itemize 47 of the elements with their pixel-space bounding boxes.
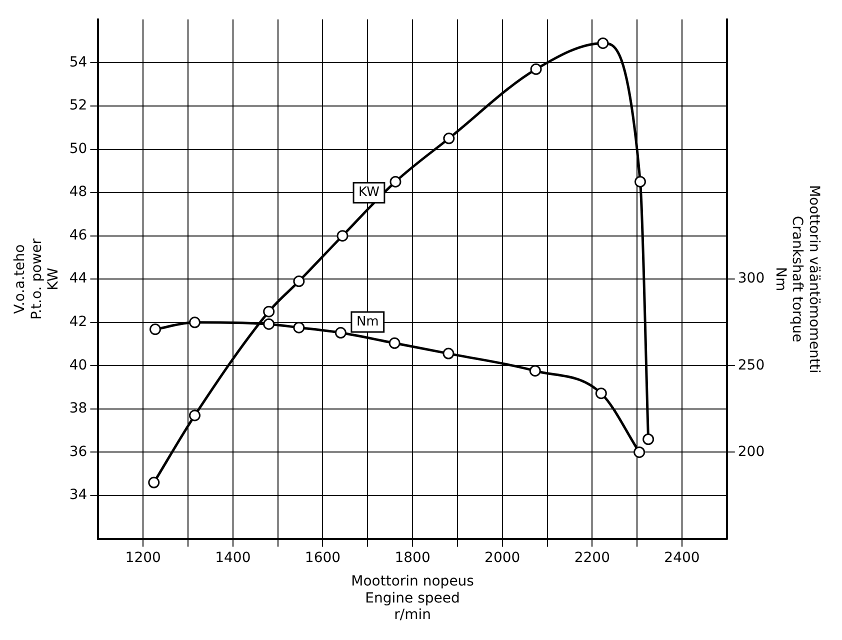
- y-tick-label: 36: [69, 444, 88, 460]
- y-tick-label: 48: [69, 184, 88, 200]
- point: [189, 316, 201, 328]
- y-axis-title: V.o.a.teho P.t.o. power KW: [12, 238, 62, 320]
- point: [149, 324, 161, 336]
- y2-tick-label: 250: [738, 357, 765, 374]
- point: [334, 327, 346, 339]
- x-tick-label: 2200: [574, 550, 610, 566]
- y-tick-label: 54: [69, 54, 88, 70]
- series-label: KW: [358, 185, 380, 200]
- y-tick-label: 42: [69, 314, 88, 330]
- point: [529, 365, 541, 377]
- y-tick-label: 38: [69, 400, 88, 417]
- point: [148, 476, 160, 488]
- y-tick-label: 50: [69, 140, 88, 157]
- point: [390, 176, 402, 188]
- point: [634, 176, 646, 188]
- x-tick-label: 1600: [304, 550, 341, 566]
- y-tick-label: 44: [69, 270, 88, 287]
- y2-axis-title: Moottorin vääntömomentti Crankshaft torque Nm: [772, 184, 822, 374]
- y-tick-label: 34: [69, 487, 88, 504]
- point: [293, 322, 305, 334]
- point: [263, 318, 275, 330]
- point: [336, 230, 348, 242]
- point: [597, 37, 609, 49]
- point: [263, 306, 275, 318]
- x-tick-label: 2000: [484, 550, 520, 566]
- point: [388, 337, 400, 349]
- point: [443, 132, 455, 144]
- series-label: Nm: [356, 314, 379, 330]
- point: [293, 276, 305, 288]
- y2-tick-label: 300: [738, 270, 765, 287]
- point: [642, 434, 654, 445]
- y2-tick-label: 200: [738, 444, 765, 460]
- point: [595, 388, 607, 400]
- x-tick-label: 1200: [125, 550, 161, 566]
- x-tick-label: 1800: [394, 550, 430, 566]
- y-tick-label: 40: [69, 357, 88, 374]
- point: [634, 446, 646, 458]
- y-tick-label: 46: [69, 227, 88, 244]
- x-tick-label: 2400: [664, 550, 700, 566]
- y-tick-label: 52: [69, 98, 88, 114]
- x-axis-title: Moottorin nopeus Engine speed r/min: [351, 574, 474, 624]
- point: [189, 410, 201, 422]
- point: [442, 348, 454, 360]
- x-tick-label: 1400: [215, 550, 251, 566]
- point: [530, 63, 542, 75]
